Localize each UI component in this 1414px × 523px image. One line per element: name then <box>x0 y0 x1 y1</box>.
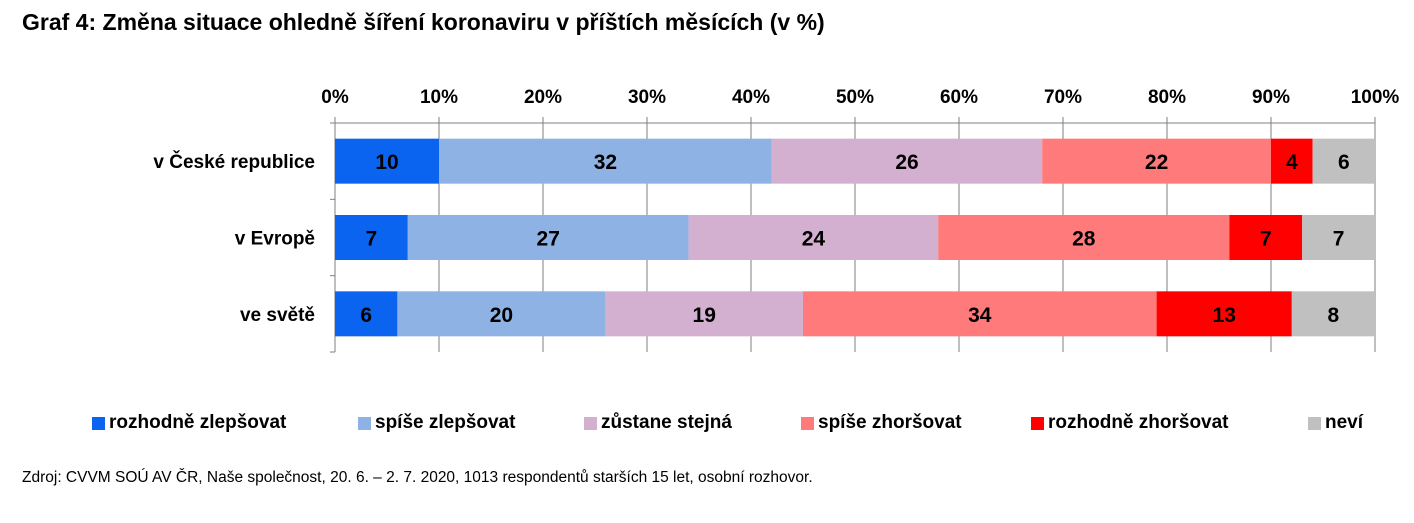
data-label: 28 <box>1072 228 1096 251</box>
legend-swatch <box>1308 416 1321 430</box>
x-tick-label: 50% <box>836 87 874 108</box>
data-label: 22 <box>1145 151 1168 174</box>
data-label: 6 <box>360 304 372 327</box>
legend-swatch <box>92 416 105 430</box>
data-label: 34 <box>968 304 992 327</box>
chart-legend: rozhodně zlepšovat spíše zlepšovat zůstane… <box>0 412 1414 442</box>
category-label: v České republice <box>153 151 315 173</box>
x-tick-label: 0% <box>321 87 349 108</box>
data-label: 26 <box>895 151 918 174</box>
x-tick-label: 40% <box>732 87 770 108</box>
bar-segment <box>1042 138 1271 184</box>
x-tick-label: 30% <box>628 87 666 108</box>
bar-segment <box>1291 291 1375 337</box>
legend-label: rozhodně zlepšovat <box>109 412 287 433</box>
category-label: v Evropě <box>235 229 315 250</box>
data-label: 8 <box>1328 304 1340 327</box>
legend-item: rozhodně zhoršovat <box>1031 412 1229 434</box>
bar-segment <box>771 138 1043 184</box>
legend-item: zůstane stejná <box>584 412 732 434</box>
bar-segment <box>605 291 803 337</box>
source-note: Zdroj: CVVM SOÚ AV ČR, Naše společnost, … <box>22 469 813 486</box>
data-label: 4 <box>1286 151 1298 174</box>
bar-segment <box>335 138 439 184</box>
x-tick-label: 90% <box>1252 87 1290 108</box>
bar-segment <box>1229 215 1303 260</box>
bar-segment <box>335 215 408 260</box>
x-tick-label: 70% <box>1044 87 1082 108</box>
bar-segment <box>1271 138 1313 184</box>
bar-segment <box>938 215 1230 260</box>
data-label: 27 <box>537 228 560 251</box>
x-tick-label: 20% <box>524 87 562 108</box>
x-tick-label: 80% <box>1148 87 1186 108</box>
bar-segment <box>397 291 606 337</box>
chart-title: Graf 4: Změna situace ohledně šíření kor… <box>22 9 825 35</box>
legend-item: spíše zlepšovat <box>358 412 515 434</box>
x-tick-label: 10% <box>420 87 458 108</box>
bar-segment <box>1302 215 1375 260</box>
data-label: 32 <box>594 151 617 174</box>
data-label: 24 <box>802 228 826 251</box>
stacked-bar-chart: 0% 10% 20% 30% 40% 50% 60% 70% 80% 90% 100% v České… <box>153 87 1400 353</box>
bar-segment <box>439 138 772 184</box>
data-label: 7 <box>366 228 378 251</box>
x-tick-label: 100% <box>1351 87 1400 108</box>
legend-label: spíše zhoršovat <box>818 412 962 433</box>
data-label: 6 <box>1338 151 1350 174</box>
bar-segment <box>688 215 939 260</box>
bar-segment <box>1156 291 1292 337</box>
bar-segment <box>407 215 689 260</box>
bar-segment <box>1312 138 1375 184</box>
legend-swatch <box>1031 416 1044 430</box>
legend-label: spíše zlepšovat <box>375 412 516 433</box>
legend-label: rozhodně zhoršovat <box>1048 412 1229 433</box>
data-label: 10 <box>375 151 398 174</box>
bar-segment <box>335 291 398 337</box>
data-label: 20 <box>490 304 513 327</box>
x-tick-label: 60% <box>940 87 978 108</box>
legend-label: zůstane stejná <box>601 412 732 433</box>
data-label: 7 <box>1333 228 1345 251</box>
legend-swatch <box>801 416 814 430</box>
legend-swatch <box>358 416 371 430</box>
data-label: 7 <box>1260 228 1272 251</box>
legend-item: spíše zhoršovat <box>801 412 962 434</box>
category-label: ve světě <box>240 305 315 326</box>
data-label: 13 <box>1213 304 1236 327</box>
data-label: 19 <box>693 304 716 327</box>
legend-item: neví <box>1308 412 1363 434</box>
bar-segment <box>803 291 1157 337</box>
legend-label: neví <box>1325 412 1364 433</box>
legend-item: rozhodně zlepšovat <box>92 412 286 434</box>
legend-swatch <box>584 416 597 430</box>
